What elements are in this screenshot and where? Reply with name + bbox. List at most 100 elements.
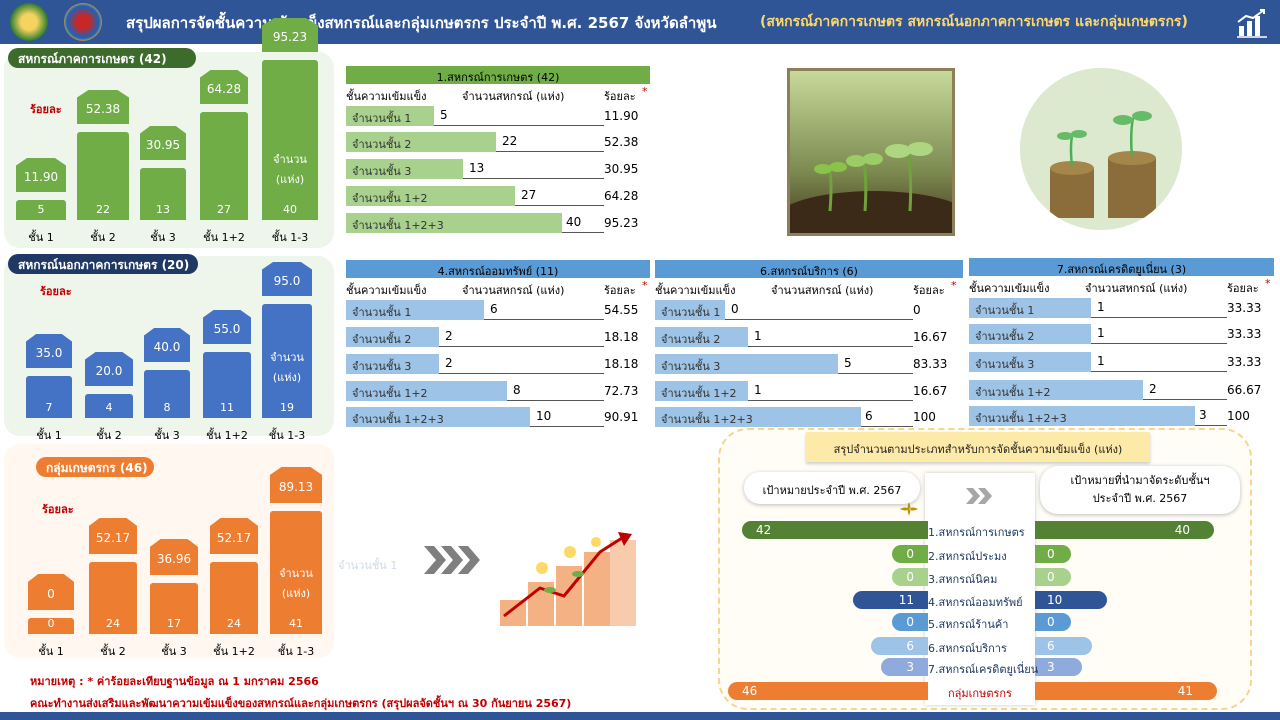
row-label: จำนวนชั้น 1+2 (661, 387, 737, 400)
percent-value: 52.38 (85, 102, 121, 116)
row-label: จำนวนชั้น 1 (352, 112, 412, 125)
percent-value: 52.17 (95, 531, 131, 545)
bar-0-2: 13 (140, 168, 186, 220)
percent-badge: 20.0 (85, 352, 133, 386)
coins-illustration (1020, 68, 1182, 230)
bar-1-0: 7 (26, 376, 72, 418)
col-header-level: ชั้นความเข้มแข็ง (655, 284, 736, 297)
row-percent: 18.18 (604, 357, 639, 371)
page-title: สรุปผลการจัดชั้นความเข้มแข็งสหกรณ์และกลุ… (126, 14, 717, 32)
table-row: จำนวนชั้น 1+2+3 3 100 (969, 406, 1274, 426)
percent-badge: 52.17 (210, 518, 258, 554)
row-fill (346, 407, 530, 427)
bar-count: 11 (220, 401, 234, 414)
percent-badge: 64.28 (200, 70, 248, 104)
asterisk: * (642, 279, 648, 292)
row-count: 2 (445, 356, 453, 370)
bar-count: 41 (289, 617, 303, 630)
col-header-level: ชั้นความเข้มแข็ง (346, 284, 427, 297)
category-label: ชั้น 3 (150, 231, 176, 244)
table-title: 4.สหกรณ์ออมทรัพย์ (11) (346, 260, 650, 278)
row-count: 27 (521, 188, 537, 202)
summary-left-value: 6 (906, 639, 914, 653)
section-label-nonagri: สหกรณ์นอกภาคการเกษตร (20) (8, 254, 198, 274)
bar-0-3: 27 (200, 112, 248, 220)
bar-count: 5 (37, 203, 45, 216)
bar-count: 0 (47, 617, 55, 630)
bar-1-4: 19 (262, 304, 312, 418)
row-line (439, 346, 604, 347)
unit-label: จำนวน (แห่ง) (270, 564, 322, 604)
row-fill (346, 213, 562, 233)
summary-category-name: 6.สหกรณ์บริการ (928, 642, 1007, 655)
col-header-level: ชั้นความเข้มแข็ง (346, 90, 427, 103)
summary-right-value: 0 (1047, 547, 1055, 561)
row-fill (346, 300, 484, 320)
table-row: จำนวนชั้น 1 5 11.90 (346, 106, 650, 126)
row-percent: 95.23 (604, 216, 639, 230)
percent-badge: 55.0 (203, 310, 251, 344)
row-percent: 16.67 (913, 330, 948, 344)
row-fill (346, 106, 434, 126)
unit-label: จำนวน (แห่ง) (262, 348, 312, 388)
row-line (484, 319, 604, 320)
category-label: ชั้น 1-3 (277, 645, 315, 658)
percent-value: 64.28 (206, 82, 242, 96)
percent-label-agri: ร้อยละ (30, 103, 62, 116)
row-label: จำนวนชั้น 1+2 (352, 387, 428, 400)
percent-value: 36.96 (156, 552, 192, 566)
row-line (439, 373, 604, 374)
percent-badge: 52.17 (89, 518, 137, 554)
row-percent: 72.73 (604, 384, 639, 398)
summary-left-bar: 0 (892, 568, 928, 586)
row-line (1091, 343, 1227, 344)
strength-table-0: 1.สหกรณ์การเกษตร (42) ชั้นความเข้มแข็ง จำน… (346, 66, 650, 246)
emblem-logo-left (10, 3, 48, 41)
summary-left-bar: 3 (881, 658, 928, 676)
asterisk: * (951, 279, 957, 292)
row-label: จำนวนชั้น 3 (661, 360, 721, 373)
percent-badge: 30.95 (140, 126, 186, 160)
table-title: 7.สหกรณ์เครดิตยูเนี่ยน (3) (969, 258, 1274, 276)
row-count: 40 (566, 215, 582, 229)
bar-chart-icon (1237, 9, 1267, 38)
row-fill (346, 186, 515, 206)
double-chevron-icon (966, 488, 992, 504)
percent-badge: 11.90 (16, 158, 66, 192)
bar-count: 40 (283, 203, 297, 216)
row-fill (655, 381, 748, 401)
unit-line-2: (แห่ง) (272, 371, 302, 384)
summary-left-value: 11 (898, 593, 914, 607)
bottom-strip (0, 712, 1280, 720)
row-fill (655, 327, 748, 347)
table-row: จำนวนชั้น 1 1 33.33 (969, 298, 1274, 318)
row-label: จำนวนชั้น 1 (975, 304, 1035, 317)
percent-label-farmer: ร้อยละ (42, 503, 74, 516)
row-fill (655, 407, 861, 427)
row-count: 22 (502, 134, 518, 148)
summary-category-name: 4.สหกรณ์ออมทรัพย์ (928, 596, 1023, 609)
bar-2-0: 0 (28, 617, 74, 634)
percent-badge: 40.0 (144, 328, 190, 362)
summary-right-value: 3 (1047, 660, 1055, 674)
summary-right-bar: 6 (1035, 637, 1092, 655)
summary-left-bar: 42 (742, 521, 928, 539)
row-percent: 0 (913, 303, 921, 317)
row-count: 1 (754, 383, 762, 397)
bar-1-1: 4 (85, 394, 133, 418)
category-label: ชั้น 2 (100, 645, 126, 658)
summary-left-value: 0 (906, 615, 914, 629)
row-percent: 16.67 (913, 384, 948, 398)
row-label: จำนวนชั้น 3 (352, 165, 412, 178)
bar-count: 8 (163, 401, 171, 414)
category-label: ชั้น 1 (28, 231, 54, 244)
row-line (1091, 371, 1227, 372)
seedlings-illustration (790, 71, 952, 233)
summary-right-bar: 40 (1035, 521, 1214, 539)
row-line (496, 151, 604, 152)
bar-0-0: 5 (16, 200, 66, 220)
table-row: จำนวนชั้น 2 22 52.38 (346, 132, 650, 152)
row-percent: 52.38 (604, 135, 639, 149)
row-count: 1 (754, 329, 762, 343)
right-goal-box: เป้าหมายที่นำมาจัดระดับชั้นฯ ประจำปี พ.ศ… (1040, 466, 1240, 514)
